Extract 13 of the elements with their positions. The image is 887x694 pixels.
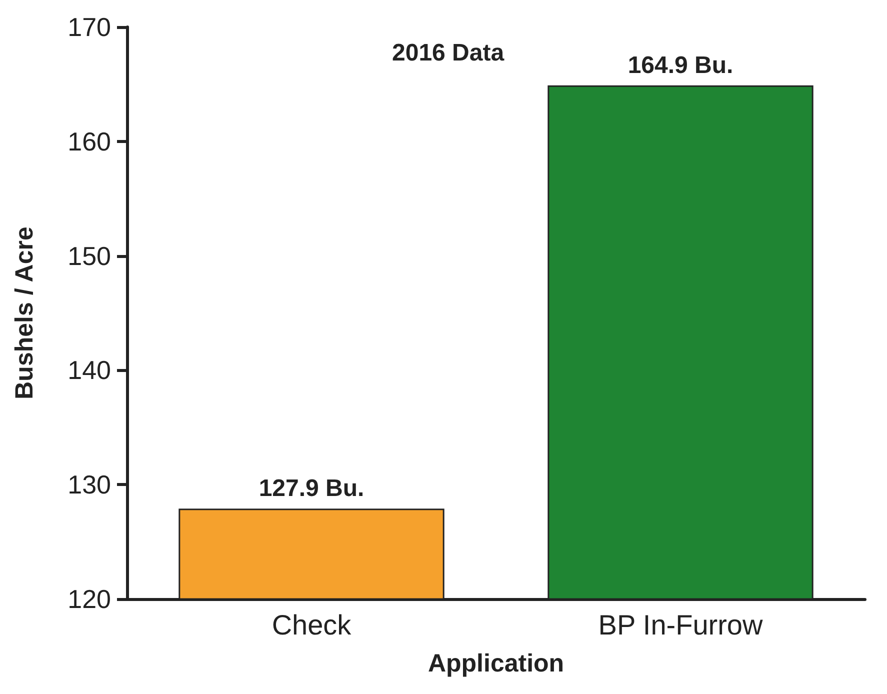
x-axis-title: Application <box>428 650 564 678</box>
y-tick-label: 150 <box>68 240 111 271</box>
y-tick-label: 120 <box>68 584 111 614</box>
y-axis-title: Bushels / Acre <box>10 226 38 400</box>
text: 2016 Data <box>392 40 505 66</box>
y-tick-label: 160 <box>68 126 111 156</box>
x-tick-label: Check <box>272 610 352 640</box>
x-tick-label: BP In-Furrow <box>598 610 764 640</box>
data-label: 164.9 Bu. <box>628 52 734 79</box>
y-tick-label: 170 <box>68 12 111 42</box>
y-tick-label: 140 <box>68 355 111 386</box>
y-tick-label: 130 <box>68 470 111 500</box>
data-label: 127.9 Bu. <box>258 475 364 502</box>
